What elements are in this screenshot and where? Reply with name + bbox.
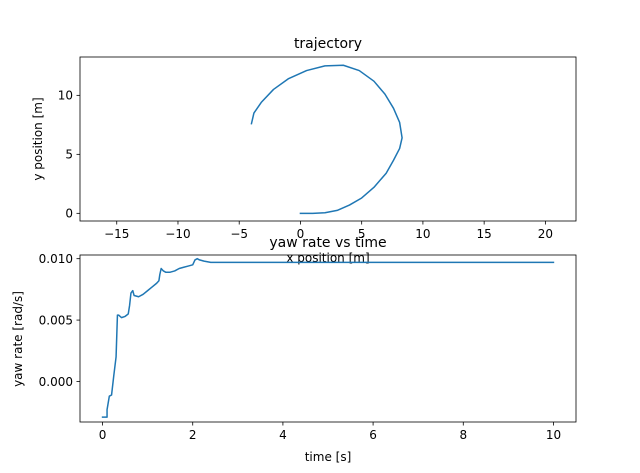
y-axis-label: y position [m] xyxy=(31,97,45,180)
x-axis-label: time [s] xyxy=(305,450,352,464)
series-layer xyxy=(250,64,403,215)
y-tick-label: 5 xyxy=(65,148,73,162)
y-axis-label: yaw rate [rad/s] xyxy=(11,291,25,387)
x-tick-label: −15 xyxy=(104,227,129,241)
y-tick-label: 10 xyxy=(58,89,73,103)
plot-area xyxy=(79,254,577,423)
x-tick-label: 6 xyxy=(369,428,377,442)
x-tick-label: 15 xyxy=(477,227,492,241)
y-tick-label: 0.000 xyxy=(39,375,73,389)
y-tick-label: 0 xyxy=(65,207,73,221)
axes-frame xyxy=(79,254,577,423)
x-tick-label: 10 xyxy=(546,428,561,442)
series-layer xyxy=(101,257,555,418)
x-tick-label: 20 xyxy=(538,227,553,241)
y-axis-ticks: 0 5 10 xyxy=(58,89,80,221)
axes-frame xyxy=(79,56,577,222)
x-axis-ticks: −15 −10 −5 0 5 10 15 20 xyxy=(104,221,553,241)
x-axis-label: x position [m] xyxy=(286,251,369,265)
series-line xyxy=(250,64,403,215)
x-tick-label: 0 xyxy=(297,227,305,241)
x-tick-label: −10 xyxy=(165,227,190,241)
chart-title: yaw rate vs time xyxy=(269,235,386,251)
x-tick-label: 8 xyxy=(459,428,467,442)
y-tick-label: 0.010 xyxy=(39,252,73,266)
chart-title: trajectory xyxy=(294,36,362,52)
trajectory-chart: trajectory −15 −10 −5 0 5 10 15 20 0 5 10 x posit… xyxy=(31,36,577,265)
x-tick-label: 5 xyxy=(358,227,366,241)
x-tick-label: 0 xyxy=(99,428,107,442)
plot-area xyxy=(79,56,577,222)
yaw-rate-chart: 0 2 4 6 8 10 0.000 0.005 0.010 time [s] yaw rat… xyxy=(11,235,577,464)
x-tick-label: 10 xyxy=(415,227,430,241)
x-tick-label: 2 xyxy=(189,428,197,442)
series-line xyxy=(101,257,555,418)
y-tick-label: 0.005 xyxy=(39,313,73,327)
x-tick-label: −5 xyxy=(230,227,248,241)
x-axis-ticks: 0 2 4 6 8 10 xyxy=(99,422,561,442)
y-axis-ticks: 0.000 0.005 0.010 xyxy=(39,252,80,389)
x-tick-label: 4 xyxy=(279,428,287,442)
